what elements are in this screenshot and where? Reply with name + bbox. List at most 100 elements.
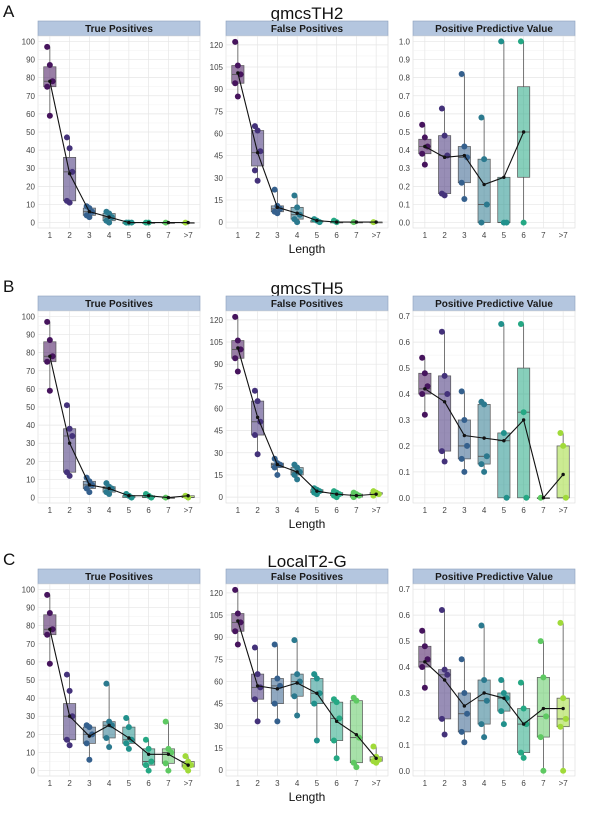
y-tick-label: 15 <box>214 471 223 480</box>
x-tick-label: 2 <box>255 779 260 788</box>
y-tick-label: 60 <box>26 658 35 667</box>
mean-point <box>127 494 131 498</box>
data-point <box>271 186 278 193</box>
data-point <box>517 679 524 686</box>
data-point <box>537 638 544 645</box>
data-point <box>520 219 527 226</box>
box-category-7 <box>161 718 175 774</box>
y-tick-label: 30 <box>214 449 223 458</box>
x-tick-label: 2 <box>442 779 447 788</box>
data-point <box>444 391 451 398</box>
data-point <box>46 609 53 616</box>
mean-point <box>48 354 52 358</box>
data-point <box>125 745 132 752</box>
data-point <box>498 708 505 715</box>
x-tick-label: 7 <box>166 506 171 515</box>
x-axis-title: Length <box>289 517 326 531</box>
panel-true-positives: True Positives 0 10 20 30 40 50 60 70 80 90 100 1 2 3 4… <box>22 568 201 788</box>
x-tick-label: 1 <box>236 231 241 240</box>
data-point <box>543 713 550 720</box>
data-point <box>251 644 258 651</box>
box-category-5 <box>122 715 136 752</box>
data-point <box>481 734 488 741</box>
y-tick-label: 120 <box>210 589 224 598</box>
data-point <box>419 150 426 157</box>
panel-title: Positive Predictive Value <box>435 572 553 583</box>
data-point <box>44 83 51 90</box>
data-point <box>234 610 241 617</box>
data-point <box>232 80 239 87</box>
y-tick-label: 0.0 <box>399 767 411 776</box>
y-tick-label: 60 <box>214 404 223 413</box>
data-point <box>83 740 90 747</box>
y-tick-label: 40 <box>26 421 35 430</box>
data-point <box>232 355 239 362</box>
box-category-2 <box>438 606 452 738</box>
data-point <box>419 627 426 634</box>
mean-line <box>49 356 189 499</box>
y-tick-label: 0.5 <box>399 637 411 646</box>
box-category-4 <box>477 398 491 475</box>
data-point <box>498 38 505 45</box>
mean-point <box>541 496 546 500</box>
mean-point <box>462 704 467 708</box>
data-point <box>274 718 281 725</box>
data-point <box>461 196 468 203</box>
data-point <box>438 448 445 455</box>
data-point <box>86 724 93 731</box>
y-tick-label: 0.6 <box>399 110 411 119</box>
data-point <box>461 468 468 475</box>
box-iqr <box>438 375 452 452</box>
box-iqr <box>556 445 570 499</box>
box-iqr <box>418 645 432 668</box>
box-iqr <box>556 697 570 728</box>
data-point <box>441 731 448 738</box>
box-category-1 <box>43 43 57 119</box>
data-point <box>106 219 113 226</box>
data-point <box>481 156 488 163</box>
data-point <box>421 411 428 418</box>
mean-point <box>166 495 171 500</box>
data-point <box>330 737 337 744</box>
data-point <box>458 388 465 395</box>
data-point <box>232 38 239 45</box>
data-point <box>234 641 241 648</box>
mean-point <box>255 150 260 155</box>
data-point <box>353 764 360 771</box>
mean-point <box>354 493 359 498</box>
x-tick-label: >7 <box>184 231 194 240</box>
x-tick-label: 1 <box>236 779 241 788</box>
data-point <box>537 494 544 501</box>
box-category-4 <box>477 114 491 226</box>
data-point <box>517 320 524 327</box>
mean-point <box>48 627 52 631</box>
y-tick-label: 100 <box>22 585 36 594</box>
x-tick-label: 1 <box>423 231 428 240</box>
data-point <box>108 722 115 729</box>
mean-point <box>423 660 427 664</box>
y-tick-label: 15 <box>214 196 223 205</box>
data-point <box>185 767 192 774</box>
x-tick-label: 6 <box>521 779 526 788</box>
data-point <box>540 767 547 774</box>
x-tick-label: 5 <box>315 506 320 515</box>
row-letter: C <box>3 550 15 569</box>
data-point <box>106 490 113 497</box>
data-point <box>537 734 544 741</box>
mean-line <box>237 72 377 223</box>
box-category-8 <box>556 619 570 774</box>
data-point <box>464 710 471 717</box>
data-point <box>478 114 485 121</box>
box-category-7 <box>349 694 363 771</box>
y-tick-label: 30 <box>26 439 35 448</box>
y-tick-label: 30 <box>214 722 223 731</box>
mean-point <box>236 619 240 623</box>
data-point <box>49 353 56 360</box>
y-tick-label: 100 <box>22 312 36 321</box>
x-tick-label: 6 <box>334 506 339 515</box>
y-tick-label: 1.0 <box>399 37 411 46</box>
data-point <box>478 219 485 226</box>
data-point <box>562 715 569 722</box>
x-tick-label: 3 <box>275 779 280 788</box>
data-point <box>438 105 445 112</box>
